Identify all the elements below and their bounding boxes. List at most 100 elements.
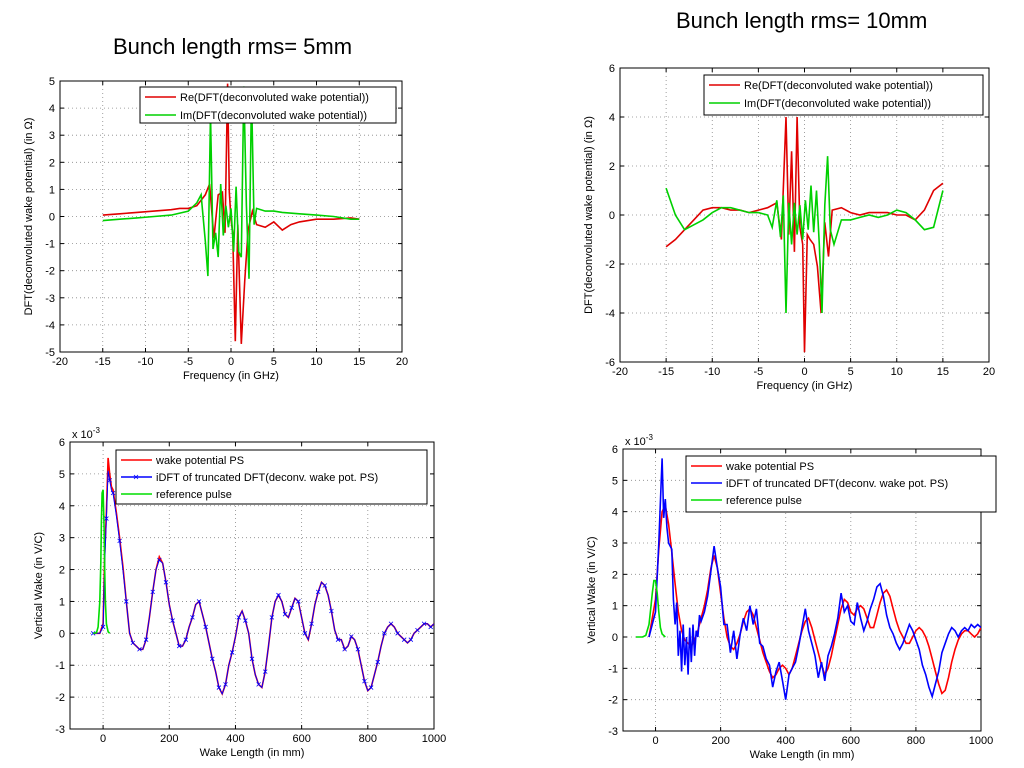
y-tick-label: 6 xyxy=(59,437,65,449)
legend-entry-1: Im(DFT(deconvoluted wake potential)) xyxy=(744,98,931,110)
series-marker xyxy=(143,637,149,642)
series-marker xyxy=(329,608,334,614)
legend-box xyxy=(703,74,984,116)
x-axis-label: Wake Length (in mm) xyxy=(200,747,305,759)
y-tick-label: 1 xyxy=(59,596,65,608)
y-tick-label: 3 xyxy=(59,533,65,545)
series-marker xyxy=(183,637,189,642)
y-tick-label: 0 xyxy=(609,210,615,222)
series-line-1 xyxy=(648,458,981,700)
series-line-1 xyxy=(665,156,944,314)
legend-entry-0: Re(DFT(deconvoluted wake potential)) xyxy=(744,80,933,92)
y-tick-label: 2 xyxy=(49,157,55,169)
series-marker xyxy=(176,643,182,649)
series-line-1 xyxy=(102,86,360,279)
y-tick-label: 2 xyxy=(609,161,615,173)
legend-entry-2: reference pulse xyxy=(726,495,802,507)
y-tick-label: -1 xyxy=(608,663,618,675)
y-tick-label: 3 xyxy=(612,538,618,550)
series-marker xyxy=(388,621,394,627)
x-tick-label: -5 xyxy=(753,366,763,378)
series-marker xyxy=(362,678,367,684)
y-tick-label: -6 xyxy=(605,357,615,369)
series-marker xyxy=(107,477,112,483)
series-line-0 xyxy=(648,502,981,695)
chart-wake-5mm: 0 200 400 600 800 1000 -3 -2 -1 0 1 2 3 4 5 6 x 10-3 Wake… xyxy=(33,426,446,759)
series-marker xyxy=(276,592,281,598)
series-marker xyxy=(196,599,202,604)
series-marker xyxy=(401,637,407,642)
legend-entry-0: wake potential PS xyxy=(725,461,814,473)
x-tick-label: -5 xyxy=(183,356,193,368)
x-tick-label: 0 xyxy=(652,735,658,747)
x-tick-label: 0 xyxy=(228,356,234,368)
legend-marker xyxy=(133,474,139,480)
x-tick-label: 0 xyxy=(801,366,807,378)
x-tick-label: 15 xyxy=(937,366,949,378)
x-tick-label: 20 xyxy=(396,356,408,368)
x-tick-label: 10 xyxy=(891,366,903,378)
y-tick-label: -4 xyxy=(605,308,615,320)
y-tick-label: 4 xyxy=(49,103,55,115)
legend-box xyxy=(139,86,397,124)
series-marker xyxy=(322,583,328,588)
series-marker xyxy=(100,624,106,630)
legend-entry-2: reference pulse xyxy=(156,489,232,501)
series-marker xyxy=(123,599,129,604)
x-tick-label: 200 xyxy=(711,735,729,747)
x-tick-label: -15 xyxy=(95,356,111,368)
series-marker xyxy=(428,624,433,630)
y-tick-label: -2 xyxy=(45,266,55,278)
legend: wake potential PS iDFT of truncated DFT(d… xyxy=(685,455,997,513)
x-tick-label: 1000 xyxy=(969,735,993,747)
legend-entry-0: wake potential PS xyxy=(155,455,244,467)
series-marker xyxy=(190,615,195,620)
y-tick-label: 2 xyxy=(612,569,618,581)
series-marker xyxy=(382,631,387,636)
series-marker xyxy=(130,640,136,646)
x-tick-label: -15 xyxy=(658,366,674,378)
series-marker xyxy=(421,621,427,627)
chart-dft-5mm: -20 -15 -10 -5 0 5 10 15 20-5-4-3-2-1012345Frequ… xyxy=(23,76,408,382)
x-tick-label: 800 xyxy=(359,733,377,745)
legend-entry-0: Re(DFT(deconvoluted wake potential)) xyxy=(180,92,369,104)
y-tick-label: 6 xyxy=(609,63,615,75)
y-tick-label: -2 xyxy=(608,695,618,707)
x-tick-label: 10 xyxy=(310,356,322,368)
legend: Re(DFT(deconvoluted wake potential)) Im(D… xyxy=(139,86,397,124)
y-tick-label: 0 xyxy=(49,212,55,224)
y-tick-label: 4 xyxy=(612,507,618,519)
y-axis-label: DFT(deconvoluted wake potential) (in Ω) xyxy=(583,116,595,314)
x-tick-label: 20 xyxy=(983,366,995,378)
y-tick-label: 0 xyxy=(59,628,65,640)
x-tick-label: 5 xyxy=(848,366,854,378)
y-tick-label: -2 xyxy=(55,692,65,704)
y-tick-label: 0 xyxy=(612,632,618,644)
x-tick-label: -20 xyxy=(612,366,628,378)
x-axis-label: Frequency (in GHz) xyxy=(757,380,853,392)
series-marker xyxy=(348,634,354,639)
y-tick-label: 4 xyxy=(59,501,65,513)
x-tick-label: -10 xyxy=(138,356,154,368)
series-marker xyxy=(210,656,215,662)
x-axis-label: Frequency (in GHz) xyxy=(183,370,279,382)
y-exponent-label: x 10-3 xyxy=(625,433,653,448)
series-marker xyxy=(110,490,116,496)
x-tick-label: 800 xyxy=(907,735,925,747)
y-tick-label: 6 xyxy=(612,444,618,456)
x-tick-label: 5 xyxy=(271,356,277,368)
series-marker xyxy=(157,557,162,563)
series-marker xyxy=(415,627,420,633)
y-tick-label: -3 xyxy=(55,724,65,736)
x-tick-label: 0 xyxy=(100,733,106,745)
legend-entry-1: iDFT of truncated DFT(deconv. wake pot. … xyxy=(726,478,948,490)
x-tick-label: 200 xyxy=(160,733,178,745)
y-tick-label: 2 xyxy=(59,565,65,577)
series-marker xyxy=(395,631,400,636)
legend-entry-1: Im(DFT(deconvoluted wake potential)) xyxy=(180,110,367,122)
y-tick-label: -1 xyxy=(55,660,65,672)
x-axis-label: Wake Length (in mm) xyxy=(750,749,855,761)
series-marker xyxy=(137,646,142,652)
series-marker xyxy=(335,637,341,642)
